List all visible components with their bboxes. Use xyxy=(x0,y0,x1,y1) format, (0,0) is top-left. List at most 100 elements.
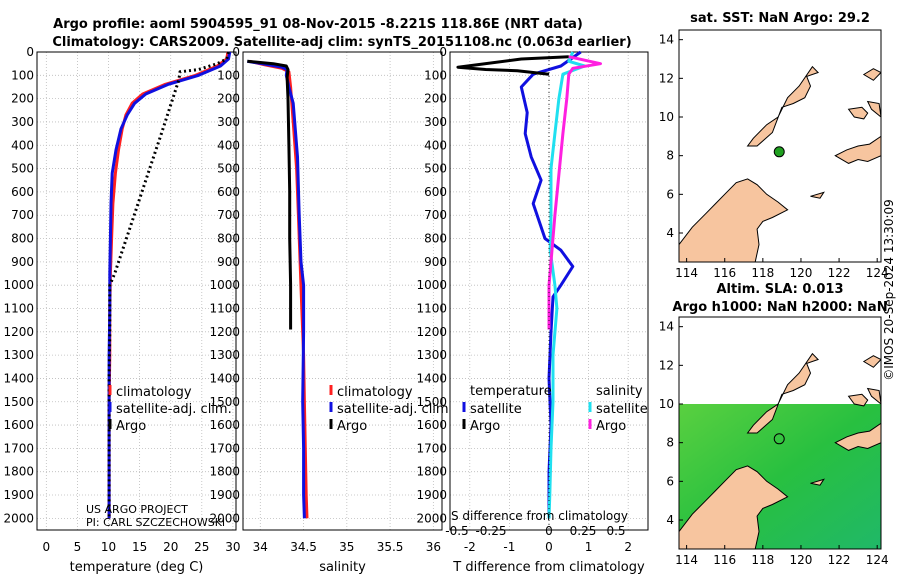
x-tick-label: 2 xyxy=(624,540,632,554)
coastline xyxy=(679,465,789,549)
title-line-1: Argo profile: aoml 5904595_91 08-Nov-201… xyxy=(53,17,583,32)
x-axis-label: T difference from climatology xyxy=(452,560,645,575)
legend-label: Argo xyxy=(470,419,500,434)
depth-tick-label: 1500 xyxy=(416,395,447,409)
argo-location-marker xyxy=(773,146,785,158)
x-tick-label: 0 xyxy=(545,540,553,554)
coastline xyxy=(746,352,820,434)
x-tick-label: 1 xyxy=(585,540,593,554)
depth-tick-label: 400 xyxy=(217,138,240,152)
legend-label: climatology xyxy=(337,385,413,400)
x-tick-label: 34.5 xyxy=(290,540,317,554)
map-frame xyxy=(678,29,882,263)
map-y-tick-label: 6 xyxy=(666,474,674,488)
depth-tick-label: 600 xyxy=(11,185,34,199)
depth-tick-label: 1100 xyxy=(3,301,34,315)
depth-tick-label: 100 xyxy=(424,68,447,82)
series-t-satellite xyxy=(519,50,582,519)
depth-tick-label: 1200 xyxy=(209,325,240,339)
title-line-2: Climatology: CARS2009. Satellite-adj cli… xyxy=(52,35,631,50)
credit-text: PI: CARL SZCZECHOWSKI xyxy=(86,516,225,529)
depth-tick-label: 1400 xyxy=(209,371,240,385)
series-s-satellite xyxy=(547,51,587,519)
coastline xyxy=(810,191,825,199)
legend-label: Argo xyxy=(116,419,146,434)
map-x-tick-label: 114 xyxy=(675,266,698,280)
map-y-tick-label: 10 xyxy=(659,110,674,124)
depth-tick-label: 400 xyxy=(11,138,34,152)
x-tick-label: 20 xyxy=(163,540,178,554)
map-x-tick-label: 118 xyxy=(751,553,774,567)
x-tick-label: 34 xyxy=(253,540,268,554)
x-tick-label: -2 xyxy=(464,540,476,554)
depth-tick-label: 500 xyxy=(11,162,34,176)
map-x-tick-label: 116 xyxy=(713,266,736,280)
legend-label: satellite-adj. clim. xyxy=(337,402,453,417)
series-satellite-adj-clim- xyxy=(247,59,306,519)
legend-label: Argo xyxy=(337,419,367,434)
depth-tick-label: 1700 xyxy=(209,441,240,455)
x-axis-label: temperature (deg C) xyxy=(70,560,204,575)
depth-tick-label: 1300 xyxy=(3,348,34,362)
map-title: Altim. SLA: 0.013 xyxy=(717,282,844,297)
depth-tick-label: 1500 xyxy=(209,395,240,409)
map-subtitle: Argo h1000: NaN h2000: NaN xyxy=(672,300,887,315)
map-x-tick-label: 124 xyxy=(866,553,889,567)
map-frame xyxy=(678,316,882,550)
map-x-tick-label: 120 xyxy=(790,266,813,280)
series-t-argo xyxy=(456,55,569,76)
depth-tick-label: 1300 xyxy=(209,348,240,362)
top-x-axis-label: S difference from climatology xyxy=(451,509,628,523)
depth-tick-label: 1500 xyxy=(3,395,34,409)
x-tick-label: 35 xyxy=(339,540,354,554)
salinity-panel: 0100200300400500600700800900100011001200… xyxy=(209,45,452,575)
s-tick-label: 0.25 xyxy=(570,524,597,538)
map-y-tick-label: 4 xyxy=(666,513,674,527)
map-y-tick-label: 8 xyxy=(666,436,674,450)
coastline xyxy=(866,387,881,405)
depth-tick-label: 200 xyxy=(217,92,240,106)
depth-tick-label: 300 xyxy=(11,115,34,129)
depth-tick-label: 1100 xyxy=(416,301,447,315)
x-tick-label: 30 xyxy=(225,540,240,554)
footer-credit: ©IMOS 20-Sep-2024 13:30:09 xyxy=(882,199,896,381)
depth-tick-label: 900 xyxy=(11,255,34,269)
depth-tick-label: 300 xyxy=(217,115,240,129)
map-y-tick-label: 8 xyxy=(666,149,674,163)
depth-tick-label: 2000 xyxy=(3,511,34,525)
depth-tick-label: 1600 xyxy=(3,418,34,432)
legend-label: climatology xyxy=(116,385,192,400)
depth-tick-label: 500 xyxy=(217,162,240,176)
map-y-tick-label: 12 xyxy=(659,71,674,85)
coastline xyxy=(679,178,789,262)
x-tick-label: 35.5 xyxy=(377,540,404,554)
depth-tick-label: 1800 xyxy=(416,465,447,479)
depth-tick-label: 100 xyxy=(217,68,240,82)
x-tick-label: 25 xyxy=(194,540,209,554)
x-axis-label: salinity xyxy=(319,560,366,575)
depth-tick-label: 1300 xyxy=(416,348,447,362)
map-title: sat. SST: NaN Argo: 29.2 xyxy=(690,11,870,26)
coastline xyxy=(746,65,820,147)
coastline xyxy=(862,68,881,81)
map-y-tick-label: 14 xyxy=(659,320,674,334)
map-x-tick-label: 122 xyxy=(828,266,851,280)
depth-tick-label: 500 xyxy=(424,162,447,176)
depth-tick-label: 1900 xyxy=(416,488,447,502)
depth-tick-label: 1900 xyxy=(209,488,240,502)
depth-tick-label: 300 xyxy=(424,115,447,129)
depth-tick-label: 1200 xyxy=(3,325,34,339)
depth-tick-label: 1600 xyxy=(209,418,240,432)
depth-tick-label: 900 xyxy=(217,255,240,269)
depth-tick-label: 0 xyxy=(26,45,34,59)
depth-tick-label: 1000 xyxy=(416,278,447,292)
sst-map: 114 116 118 120 122 124 4 6 8 10 12 14 sat. SST: NaN… xyxy=(659,11,889,280)
legend-title-salinity: salinity xyxy=(596,384,643,399)
map-x-tick-label: 124 xyxy=(866,266,889,280)
map-y-tick-label: 10 xyxy=(659,397,674,411)
x-tick-label: 15 xyxy=(132,540,147,554)
axes-frame xyxy=(36,51,237,531)
map-y-tick-label: 4 xyxy=(666,226,674,240)
depth-tick-label: 700 xyxy=(424,208,447,222)
depth-tick-label: 1100 xyxy=(209,301,240,315)
